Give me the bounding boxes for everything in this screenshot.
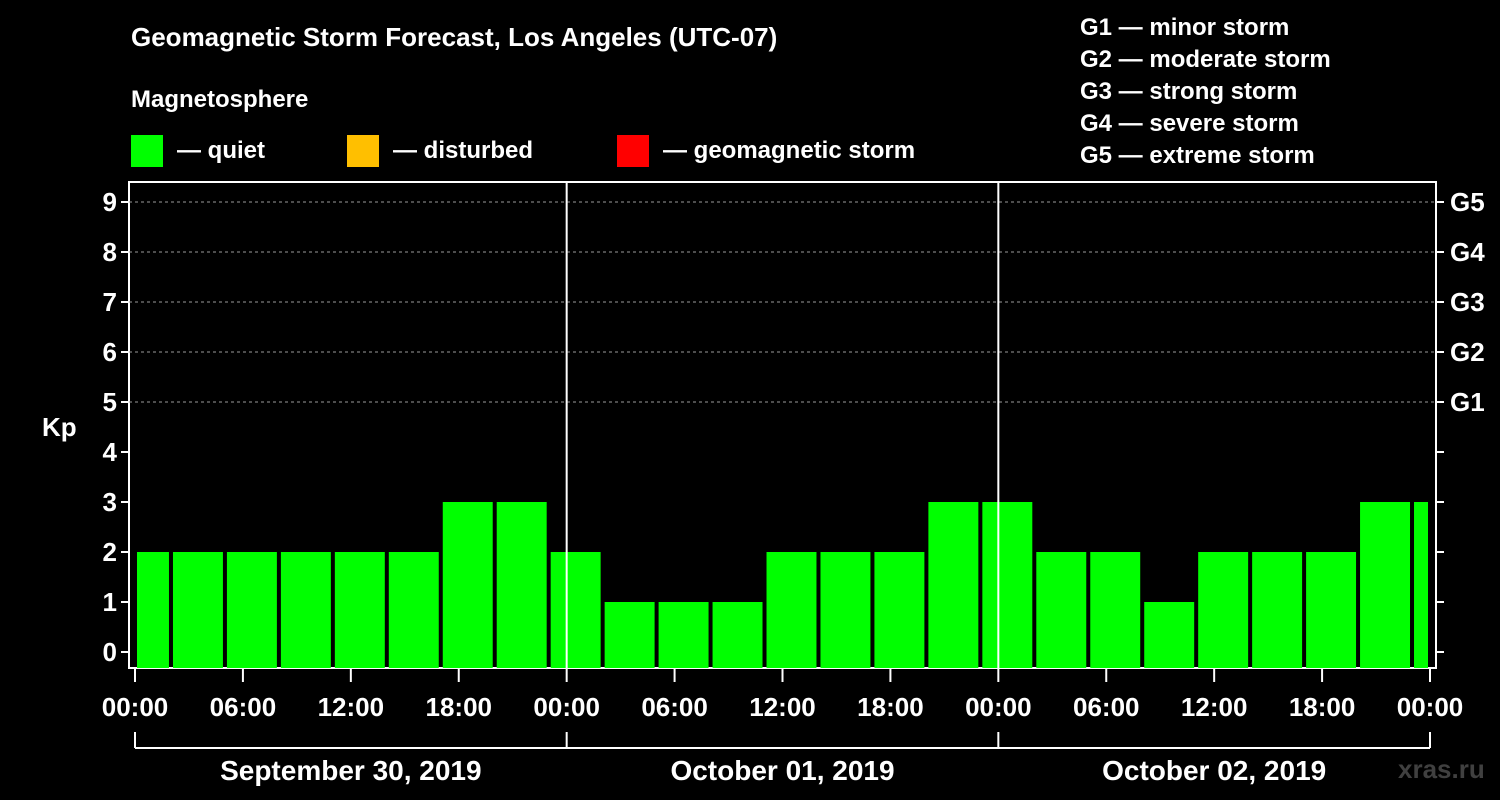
legend-label-storm: — geomagnetic storm [663,137,916,164]
watermark: xras.ru [1398,754,1485,784]
bar-11 [712,602,763,668]
storm-level-label-g4: G4 [1450,237,1485,267]
storm-scale-g4: G4 — severe storm [1080,110,1299,137]
legend-disturbed: — disturbed [347,134,533,168]
storm-level-label-g2: G2 [1450,337,1485,367]
x-tick-label-3: 18:00 [426,692,493,722]
bar-10 [658,602,709,668]
bar-23 [1360,502,1411,668]
bar-2 [226,552,277,668]
bar-20 [1198,552,1249,668]
y-tick-label-9: 9 [103,187,117,217]
bar-21 [1252,552,1303,668]
bar-19 [1144,602,1195,668]
bar-5 [388,552,439,668]
chart-title: Geomagnetic Storm Forecast, Los Angeles … [131,22,778,52]
x-tick-label-9: 06:00 [1073,692,1140,722]
bar-18 [1090,552,1141,668]
bar-14 [874,552,925,668]
y-tick-label-2: 2 [103,537,117,567]
x-tick-label-1: 06:00 [210,692,277,722]
storm-scale-g3: G3 — strong storm [1080,78,1298,105]
y-tick-label-6: 6 [103,337,117,367]
bar-6 [442,502,493,668]
bar-24 [1414,502,1428,668]
bar-8 [550,552,601,668]
bar-12 [766,552,817,668]
bar-17 [1036,552,1087,668]
bar-9 [604,602,655,668]
y-tick-label-7: 7 [103,287,117,317]
y-tick-label-0: 0 [103,637,117,667]
bar-0 [137,552,169,668]
x-tick-label-5: 06:00 [641,692,708,722]
bar-15 [928,502,979,668]
x-tick-label-0: 00:00 [102,692,169,722]
legend-label-disturbed: — disturbed [393,137,534,164]
x-tick-label-10: 12:00 [1181,692,1248,722]
legend-swatch-quiet [131,135,163,167]
x-tick-label-12: 00:00 [1397,692,1464,722]
legend-label-quiet: — quiet [177,137,265,164]
legend-swatch-disturbed [347,135,379,167]
y-tick-label-3: 3 [103,487,117,517]
y-tick-label-5: 5 [103,387,117,417]
storm-level-label-g5: G5 [1450,187,1485,217]
bar-3 [280,552,331,668]
day-label-1: October 01, 2019 [670,755,894,786]
x-tick-label-6: 12:00 [749,692,816,722]
bar-13 [820,552,871,668]
x-tick-label-8: 00:00 [965,692,1032,722]
bar-22 [1306,552,1357,668]
day-label-0: September 30, 2019 [220,755,482,786]
magnetosphere-label: Magnetosphere [131,86,309,113]
bar-4 [334,552,385,668]
x-tick-label-2: 12:00 [318,692,385,722]
storm-scale-g2: G2 — moderate storm [1080,46,1331,73]
storm-scale-g5: G5 — extreme storm [1080,142,1315,169]
x-tick-label-4: 00:00 [533,692,600,722]
bar-16 [982,502,1033,668]
storm-level-label-g3: G3 [1450,287,1485,317]
bar-7 [496,502,547,668]
storm-level-label-g1: G1 [1450,387,1485,417]
x-tick-label-7: 18:00 [857,692,924,722]
storm-scale-g1: G1 — minor storm [1080,14,1290,41]
legend-quiet: — quiet [131,134,265,168]
legend-storm: — geomagnetic storm [617,134,915,168]
legend-swatch-storm [617,135,649,167]
storm-scale-legend: G1 — minor storm G2 — moderate storm G3 … [1080,12,1331,172]
y-tick-label-8: 8 [103,237,117,267]
y-tick-label-4: 4 [103,437,118,467]
y-axis-label: Kp [42,412,77,442]
day-label-2: October 02, 2019 [1102,755,1326,786]
bar-1 [172,552,223,668]
x-tick-label-11: 18:00 [1289,692,1356,722]
y-tick-label-1: 1 [103,587,117,617]
